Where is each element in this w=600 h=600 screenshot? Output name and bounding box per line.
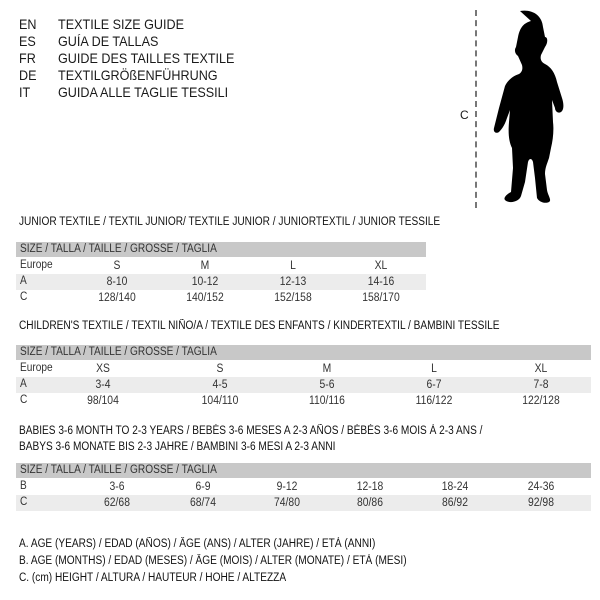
table-cell: 140/152: [186, 292, 224, 304]
table-cell: 3-6: [109, 481, 125, 493]
language-title: TEXTILE SIZE GUIDE: [58, 16, 185, 32]
table-row: C 62/68 68/74 74/80 80/86 86/92 92/98: [16, 495, 591, 511]
language-title: GUIDA ALLE TAGLIE TESSILI: [58, 84, 229, 100]
row-label: C: [20, 394, 28, 406]
table-cell: 110/116: [309, 395, 345, 407]
table-cell: 5-6: [319, 379, 335, 391]
row-label: Europe: [20, 362, 53, 374]
table-cell: 3-4: [95, 379, 111, 391]
height-measure-line: [475, 10, 477, 208]
height-measure-label: C: [460, 108, 469, 122]
table-cell: XL: [534, 363, 548, 375]
row-label: Europe: [20, 259, 53, 271]
row-label: A: [20, 275, 27, 287]
table-cell: 24-36: [527, 481, 555, 493]
table-row: A 8-10 10-12 12-13 14-16: [16, 274, 426, 290]
table-cell: 152/158: [274, 292, 312, 304]
table-title-line2: BABYS 3-6 MONATE BIS 2-3 JAHRE / BAMBINI…: [19, 441, 336, 453]
table-cell: 116/122: [415, 395, 453, 407]
table-cell: 158/170: [362, 292, 400, 304]
table-row: Europe S M L XL: [16, 258, 426, 274]
table-row: C 98/104 104/110 110/116 116/122 122/128: [16, 393, 591, 409]
table-cell: 122/128: [522, 395, 560, 407]
table-cell: S: [216, 363, 224, 375]
table-cell: 128/140: [98, 292, 136, 304]
table-row: Europe XS S M L XL: [16, 361, 591, 377]
size-header-label: SIZE / TALLA / TAILLE / GRÖSSE / TAGLIA: [20, 464, 217, 476]
language-title: GUÍA DE TALLAS: [58, 33, 159, 49]
legend-item: A. AGE (YEARS) / EDAD (AÑOS) / ÂGE (ANS)…: [19, 538, 376, 550]
table-cell: 80/86: [357, 497, 383, 509]
table-cell: XL: [374, 260, 388, 272]
table-cell: 92/98: [528, 497, 554, 509]
row-label: B: [20, 480, 27, 492]
table-row: A 3-4 4-5 5-6 6-7 7-8: [16, 377, 591, 393]
table-cell: 62/68: [104, 497, 130, 509]
row-label: C: [20, 291, 28, 303]
language-title: GUIDE DES TAILLES TEXTILE: [58, 50, 235, 66]
table-cell: M: [200, 260, 210, 272]
language-code: IT: [19, 84, 31, 100]
table-title: BABIES 3-6 MONTH TO 2-3 YEARS / BEBÉS 3-…: [19, 425, 483, 437]
table-cell: XS: [96, 363, 110, 375]
table-cell: L: [431, 363, 437, 375]
table-cell: 14-16: [367, 276, 395, 288]
table-cell: 12-18: [356, 481, 384, 493]
row-label: A: [20, 378, 27, 390]
table-row: B 3-6 6-9 9-12 12-18 18-24 24-36: [16, 479, 591, 495]
language-code: FR: [19, 50, 36, 66]
table-cell: 74/80: [274, 497, 300, 509]
language-code: DE: [19, 67, 37, 83]
size-header-label: SIZE / TALLA / TAILLE / GRÖSSE / TAGLIA: [20, 346, 217, 358]
size-table-header: SIZE / TALLA / TAILLE / GRÖSSE / TAGLIA: [16, 242, 426, 257]
table-cell: M: [322, 363, 332, 375]
table-cell: 6-7: [426, 379, 442, 391]
table-cell: 4-5: [212, 379, 228, 391]
table-cell: 9-12: [276, 481, 298, 493]
table-cell: 7-8: [533, 379, 549, 391]
baby-silhouette-icon: [493, 10, 564, 203]
table-row: C 128/140 140/152 152/158 158/170: [16, 290, 426, 306]
table-cell: 18-24: [441, 481, 469, 493]
table-cell: 6-9: [195, 481, 211, 493]
size-table-header: SIZE / TALLA / TAILLE / GRÖSSE / TAGLIA: [16, 345, 591, 360]
language-code: EN: [19, 16, 37, 32]
table-cell: 12-13: [279, 276, 307, 288]
table-cell: 98/104: [87, 395, 119, 407]
table-cell: S: [113, 260, 121, 272]
size-table-header: SIZE / TALLA / TAILLE / GRÖSSE / TAGLIA: [16, 463, 591, 478]
table-cell: L: [290, 260, 296, 272]
table-cell: 10-12: [191, 276, 219, 288]
legend-item: B. AGE (MONTHS) / EDAD (MESES) / ÂGE (MO…: [19, 555, 407, 567]
legend-item: C. (cm) HEIGHT / ALTURA / HAUTEUR / HÖHE…: [19, 572, 287, 584]
table-cell: 86/92: [442, 497, 468, 509]
row-label: C: [20, 496, 28, 508]
language-title: TEXTILGRÖßENFÜHRUNG: [58, 67, 218, 83]
table-cell: 68/74: [190, 497, 216, 509]
table-cell: 8-10: [106, 276, 128, 288]
table-title: JUNIOR TEXTILE / TEXTIL JUNIOR/ TEXTILE …: [19, 216, 441, 228]
table-title: CHILDREN'S TEXTILE / TEXTIL NIÑO/A / TEX…: [19, 320, 500, 332]
size-header-label: SIZE / TALLA / TAILLE / GRÖSSE / TAGLIA: [20, 243, 217, 255]
language-code: ES: [19, 33, 36, 49]
table-cell: 104/110: [201, 395, 239, 407]
